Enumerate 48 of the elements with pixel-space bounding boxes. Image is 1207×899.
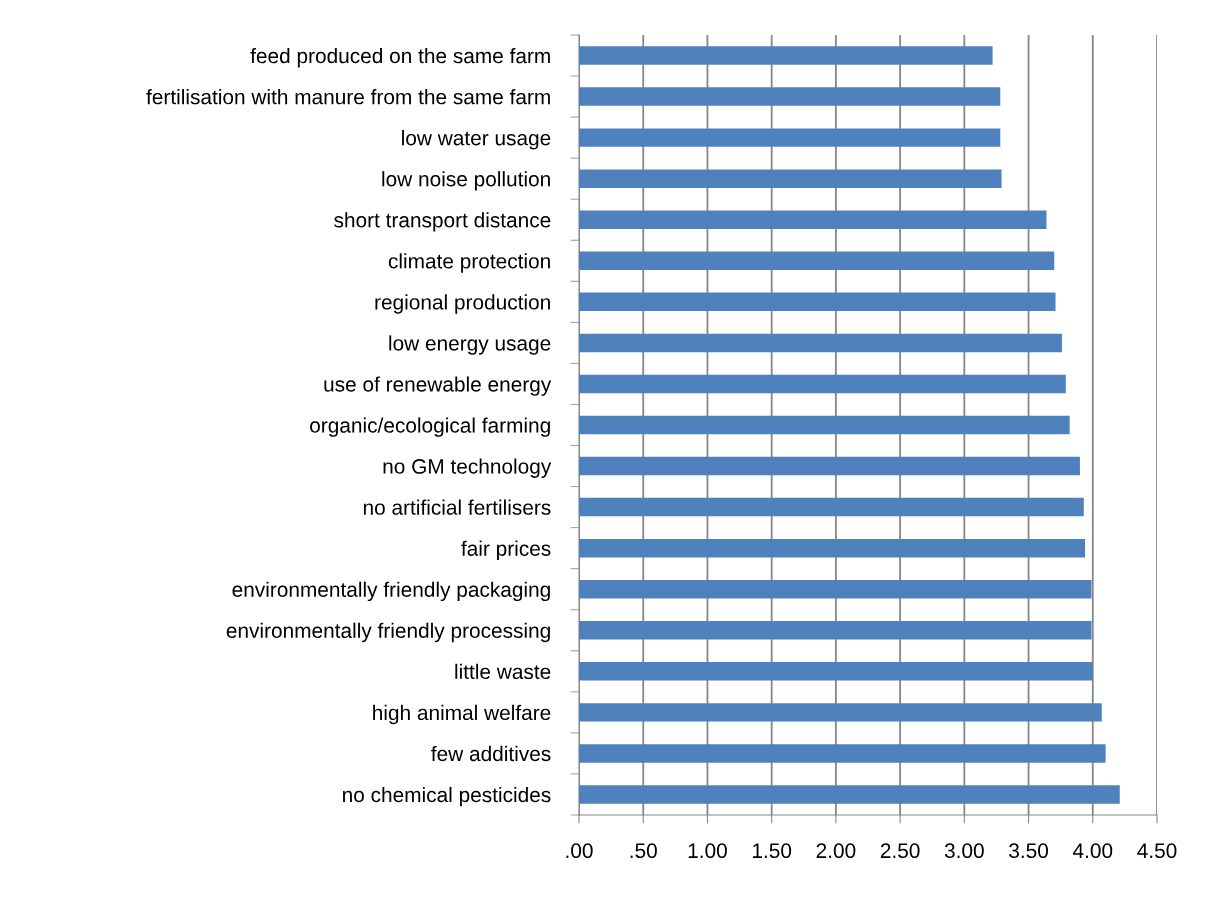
y-tick-label: little waste <box>455 663 551 680</box>
bar <box>579 415 1070 435</box>
y-tick-label: fair prices <box>461 540 551 561</box>
bar <box>579 621 1092 640</box>
y-tick-label: organic/ecological farming <box>310 417 550 437</box>
x-tick-label: .00 <box>566 843 593 859</box>
bar <box>579 497 1084 517</box>
bar <box>579 456 1080 476</box>
bar <box>579 662 1093 681</box>
bar <box>579 785 1120 804</box>
bar <box>579 374 1066 394</box>
y-tick-label: no chemical pesticides <box>343 786 551 807</box>
x-tick-label: 4.00 <box>1072 843 1113 859</box>
bar <box>579 210 1047 229</box>
y-tick-label: environmentally friendly processing <box>226 622 550 643</box>
y-tick-label: feed produced on the same farm <box>250 47 550 68</box>
bar <box>579 46 993 65</box>
y-tick-label: high animal welfare <box>373 704 551 725</box>
bar <box>579 128 1001 147</box>
x-tick-label: 2.50 <box>880 843 920 859</box>
x-tick-label: 1.00 <box>688 843 727 859</box>
y-tick-label: low water usage <box>402 130 551 150</box>
y-tick-label: no artificial fertilisers <box>363 499 551 515</box>
x-tick-label: 3.50 <box>1009 843 1049 859</box>
y-tick-label: short transport distance <box>334 212 551 232</box>
y-tick-label: environmentally friendly packaging <box>232 581 550 602</box>
bar <box>579 251 1055 271</box>
bar <box>579 703 1102 722</box>
bar <box>579 744 1106 763</box>
y-tick-label: few additives <box>431 745 551 762</box>
x-tick-label: 3.00 <box>944 843 984 859</box>
y-tick-label: climate protection <box>388 253 550 273</box>
x-tick-label: 1.50 <box>752 843 792 859</box>
x-tick-label: .50 <box>630 843 657 859</box>
bar <box>579 538 1086 558</box>
y-tick-label: use of renewable energy <box>324 376 552 396</box>
x-tick-label: 2.00 <box>816 843 856 859</box>
y-tick-label: fertilisation with manure from the same farm <box>146 89 550 105</box>
y-tick-label: no GM technology <box>383 458 552 478</box>
bar <box>579 87 1001 106</box>
x-tick-label: 4.50 <box>1137 843 1177 859</box>
y-tick-label: low energy usage <box>389 335 551 355</box>
bar <box>579 579 1092 599</box>
y-tick-label: low noise pollution <box>382 171 550 191</box>
bar <box>579 292 1056 312</box>
bar <box>579 333 1062 353</box>
y-tick-label: regional production <box>375 294 550 314</box>
bar <box>579 169 1002 188</box>
